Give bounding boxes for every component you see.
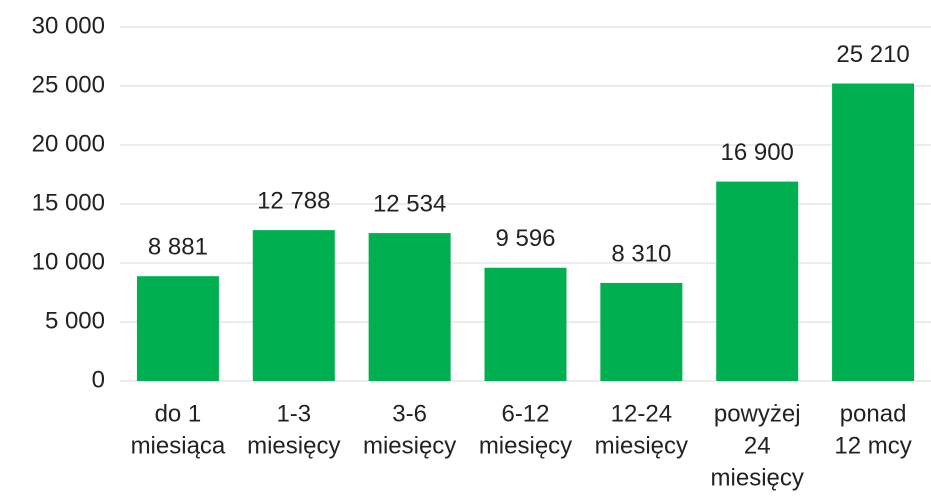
data-label: 9 596 bbox=[495, 225, 555, 252]
data-label: 16 900 bbox=[721, 139, 794, 166]
bar bbox=[600, 282, 683, 381]
bar bbox=[136, 276, 219, 381]
x-tick-label: 6-12 bbox=[501, 400, 549, 427]
bar bbox=[252, 230, 335, 381]
data-label: 8 310 bbox=[611, 240, 671, 267]
data-label: 12 788 bbox=[257, 187, 330, 214]
y-tick-label: 25 000 bbox=[32, 71, 105, 98]
x-tick-label: 1-3 bbox=[276, 400, 311, 427]
y-tick-label: 0 bbox=[92, 366, 105, 393]
x-tick-label: do 1 bbox=[155, 400, 202, 427]
x-tick-label: 3-6 bbox=[392, 400, 427, 427]
bar bbox=[832, 83, 915, 381]
x-tick-label: powyżej bbox=[714, 400, 801, 427]
bar bbox=[368, 233, 451, 381]
x-tick-label: 24 bbox=[744, 432, 771, 459]
y-tick-label: 10 000 bbox=[32, 248, 105, 275]
bar bbox=[716, 181, 799, 381]
data-label: 25 210 bbox=[836, 41, 909, 68]
x-tick-label: miesięcy bbox=[247, 432, 340, 459]
y-tick-label: 15 000 bbox=[32, 189, 105, 216]
y-tick-label: 30 000 bbox=[32, 12, 105, 39]
x-tick-label: miesięcy bbox=[595, 432, 688, 459]
x-tick-label: ponad bbox=[840, 400, 907, 427]
data-label: 8 881 bbox=[148, 234, 208, 261]
data-label: 12 534 bbox=[373, 190, 446, 217]
x-tick-label: miesięcy bbox=[711, 464, 804, 491]
x-tick-label: miesiąca bbox=[131, 432, 226, 459]
x-tick-label: 12-24 bbox=[611, 400, 672, 427]
y-tick-label: 5 000 bbox=[45, 307, 105, 334]
bar bbox=[484, 267, 567, 381]
x-tick-label: miesięcy bbox=[363, 432, 456, 459]
x-tick-label: 12 mcy bbox=[834, 432, 911, 459]
x-tick-label: miesięcy bbox=[479, 432, 572, 459]
y-tick-label: 20 000 bbox=[32, 130, 105, 157]
